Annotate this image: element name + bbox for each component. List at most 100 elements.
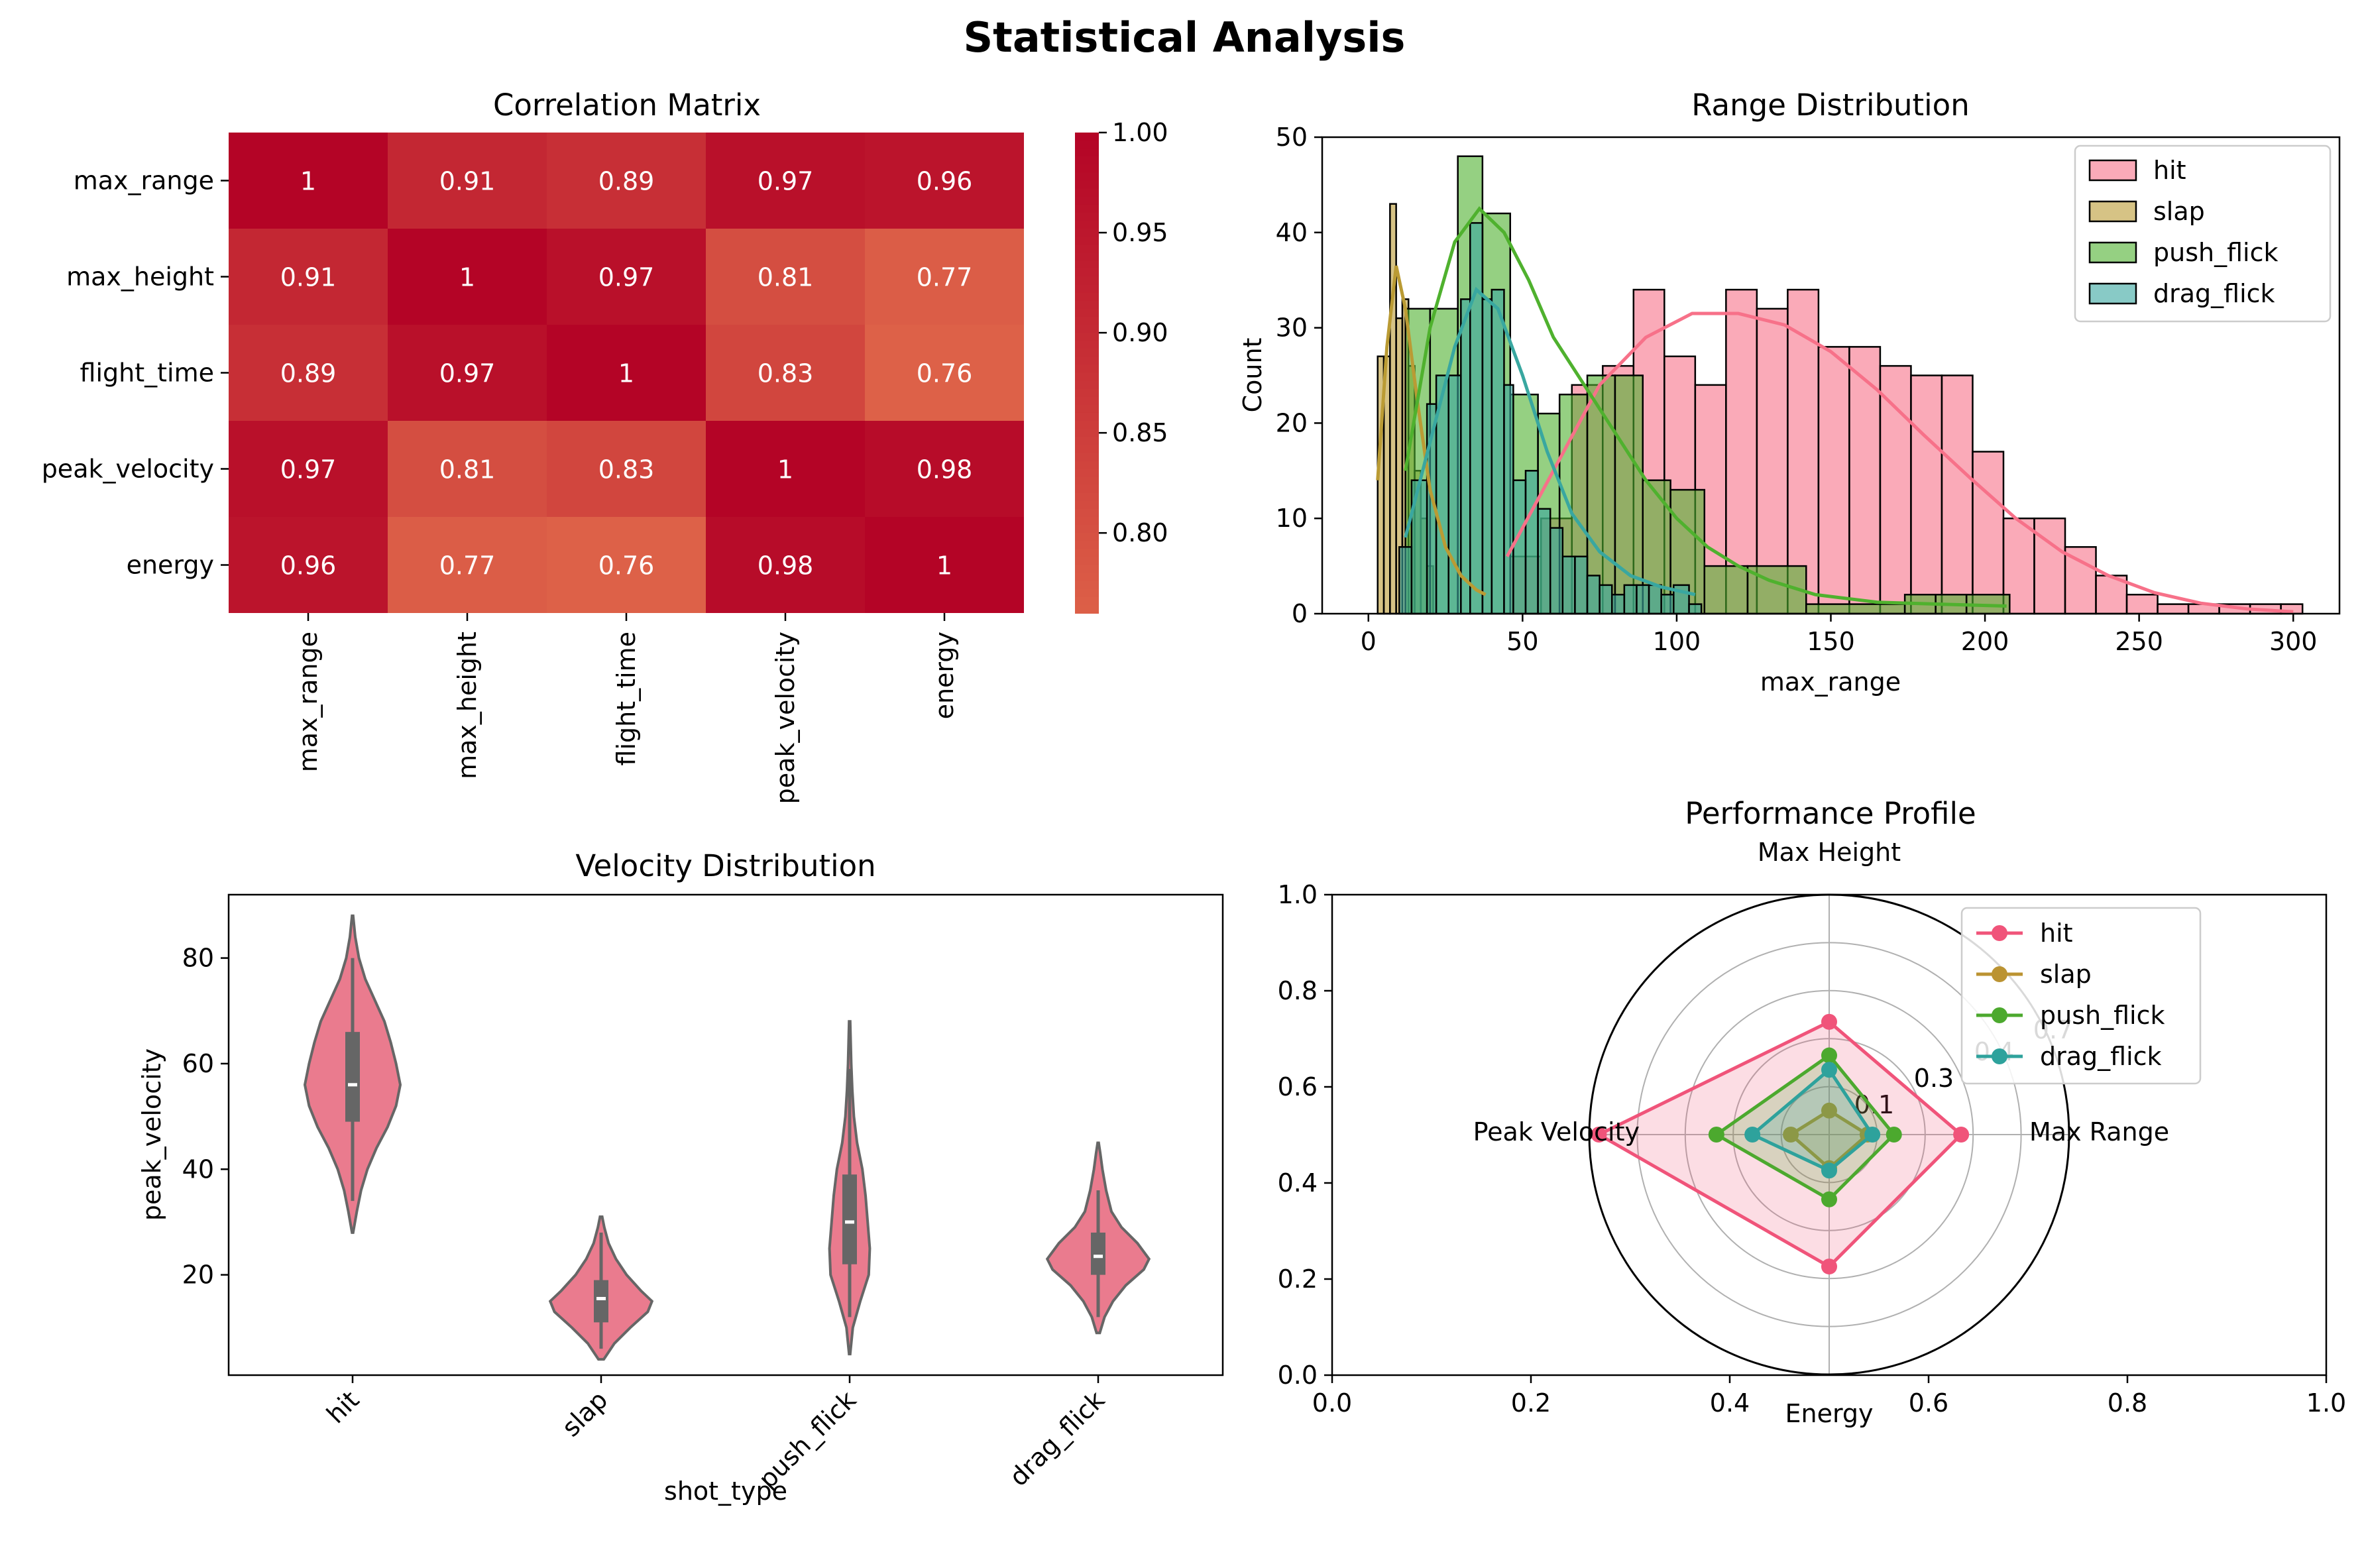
colorbar-segment (1075, 421, 1099, 430)
histogram-bar-drag_flick (1660, 593, 1675, 615)
radar-point-push_flick (1821, 1191, 1837, 1207)
radar-point-hit (1821, 1259, 1837, 1275)
heatmap-cell-label: 0.81 (439, 455, 496, 484)
radar-legend-label: drag_flick (2040, 1042, 2162, 1071)
histogram-legend-swatch-drag_flick (2088, 282, 2137, 305)
heatmap-title: Correlation Matrix (493, 87, 761, 123)
histogram-xtick-label: 50 (1506, 627, 1538, 656)
histogram-ytick-label: 30 (1276, 313, 1308, 343)
heatmap-cell (865, 421, 1024, 517)
histogram-legend-label: slap (2153, 197, 2205, 226)
heatmap-cell (865, 517, 1024, 613)
violin-ytick-label: 60 (182, 1049, 214, 1078)
violin-ytick-label: 20 (182, 1260, 214, 1290)
heatmap-cell-label: 1 (777, 455, 793, 484)
radar-series (1591, 1013, 1970, 1275)
colorbar-segment (1075, 229, 1099, 238)
heatmap-cell-label: 1 (618, 359, 634, 388)
radar-legend-label: hit (2040, 919, 2073, 948)
radar-outer-ytick-label: 0.8 (1278, 976, 1318, 1005)
radar-axis-label: Max Range (2029, 1117, 2169, 1147)
histogram-bar-drag_flick (1481, 298, 1493, 615)
colorbar-segment (1075, 453, 1099, 462)
colorbar-segment (1075, 148, 1099, 158)
performance-radar: Performance Profile 0.0 0.2 0.4 0.6 0.8 1.00.… (1278, 796, 2347, 1428)
heatmap-cell (547, 421, 706, 517)
histogram-bar-hit (1848, 346, 1882, 615)
histogram-bar-drag_flick (1586, 575, 1601, 615)
histogram-bar-hit (2157, 603, 2190, 615)
heatmap-cell-label: 0.81 (758, 263, 814, 292)
correlation-heatmap: Correlation Matrix 1 0.91 0.89 0.97 0.96 0.91… (42, 87, 1168, 804)
histogram-kde-lines (1376, 206, 2294, 614)
heatmap-row-label: max_height (66, 262, 214, 292)
colorbar-segment (1075, 292, 1099, 302)
radar-axis-label: Peak Velocity (1473, 1117, 1640, 1147)
histogram-bar-drag_flick (1648, 584, 1662, 615)
heatmap-cell-label: 0.96 (280, 551, 337, 581)
violin-iqr-box (345, 1032, 360, 1122)
heatmap-column-labels: max_range max_height flight_time peak_veloc… (294, 613, 959, 804)
colorbar-segment (1075, 541, 1099, 550)
histogram-xtick-label: 100 (1653, 627, 1701, 656)
colorbar-segment (1075, 484, 1099, 494)
colorbar-segment (1075, 388, 1099, 398)
radar-outer-axis-ticks: 0.0 0.2 0.4 0.6 0.8 1.0 0.0 0.2 0.4 0.6 0.8 1.0 (1278, 880, 2347, 1418)
histogram-bar-drag_flick (1636, 584, 1650, 615)
colorbar-segment (1075, 525, 1099, 534)
histogram-bar-drag_flick (1599, 584, 1613, 615)
radar-legend-marker-drag_flick (1992, 1048, 2007, 1064)
colorbar-segment (1075, 604, 1099, 614)
kde-line-push_flick (1404, 206, 2007, 608)
histogram-bar-hit (1941, 374, 1974, 615)
colorbar-segment (1075, 204, 1099, 213)
range-histogram: Range Distribution 0 50 100 150 200 250 300 0 10… (1238, 87, 2341, 697)
heatmap-cell (229, 421, 388, 517)
heatmap-cell-label: 0.97 (280, 455, 337, 484)
radar-r-tick-label: 0.3 (1914, 1064, 1954, 1093)
heatmap-cell (865, 133, 1024, 229)
heatmap-cell (706, 517, 865, 613)
histogram-bar-drag_flick (1469, 222, 1484, 615)
histogram-bar-drag_flick (1623, 584, 1638, 615)
heatmap-cell-label: 1 (459, 263, 475, 292)
heatmap-cell-label: 0.76 (917, 359, 973, 388)
heatmap-cell (388, 229, 547, 325)
heatmap-row-label: peak_velocity (42, 455, 214, 484)
colorbar-segment (1075, 557, 1099, 566)
violin-ytick-label: 80 (182, 944, 214, 973)
histogram-xtick-label: 300 (2269, 627, 2318, 656)
histogram-bar-push_flick (1703, 565, 1749, 615)
histogram-legend-swatch-push_flick (2088, 241, 2137, 264)
histogram-legend-swatch-hit (2088, 159, 2137, 182)
heatmap-cells: 1 0.91 0.89 0.97 0.96 0.91 1 0.97 0.81 0.77 0.89 0.… (229, 133, 1024, 613)
violin-xlabel: shot_type (664, 1477, 787, 1506)
heatmap-cell-label: 0.96 (917, 167, 973, 196)
histogram-legend: hit slap push_flick drag_flick (2074, 144, 2332, 323)
histogram-bar-hit (1972, 451, 2005, 615)
radar-point-slap (1783, 1127, 1799, 1143)
colorbar-segment (1075, 308, 1099, 317)
histogram-bar-hit (1725, 288, 1758, 615)
histogram-bar-drag_flick (1537, 508, 1551, 615)
radar-grid: 0.10.30.40.7 (1588, 893, 2073, 1376)
histogram-legend-label: drag_flick (2153, 279, 2275, 308)
colorbar-segment (1075, 268, 1099, 278)
radar-legend-marker-slap (1992, 966, 2007, 982)
histogram-ytick-label: 40 (1276, 218, 1308, 247)
histogram-ylabel: Count (1238, 338, 1267, 413)
heatmap-cell-label: 1 (300, 167, 316, 196)
histogram-bar-drag_flick (1503, 384, 1514, 615)
radar-axis-labels: Max Range Max Height Peak Velocity Energy (1473, 838, 2169, 1428)
violin-frame (227, 893, 1224, 1376)
radar-legend-marker-push_flick (1992, 1007, 2007, 1023)
histogram-title: Range Distribution (1691, 87, 1969, 123)
heatmap-cell-label: 0.91 (280, 263, 337, 292)
heatmap-row-label: max_range (74, 166, 214, 196)
radar-outer-xtick-label: 0.6 (1909, 1388, 1948, 1418)
heatmap-cell (229, 229, 388, 325)
heatmap-cell-label: 0.97 (598, 263, 655, 292)
colorbar-segment (1075, 364, 1099, 374)
heatmap-cell (547, 325, 706, 421)
histogram-bar-drag_flick (1524, 470, 1539, 615)
